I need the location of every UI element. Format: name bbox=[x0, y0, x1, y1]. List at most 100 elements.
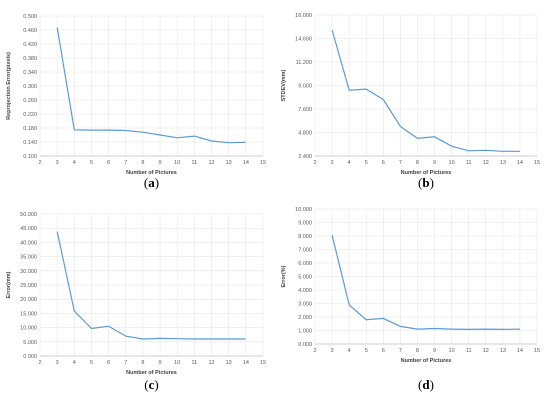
x-tick-label: 2 bbox=[38, 160, 41, 166]
x-tick-label: 3 bbox=[56, 160, 59, 166]
series-line bbox=[331, 29, 520, 152]
x-tick-label: 7 bbox=[399, 348, 402, 354]
chart-panel-d: 2 3 4 5 6 7 8 9 10 11 12 13 14 15 0.000 1.000 2.000 3.000… bbox=[281, 207, 540, 392]
y-tick-label: 0.300 bbox=[23, 84, 37, 90]
y-tick-label: 10.000 bbox=[20, 326, 37, 332]
panel-caption: (d) bbox=[418, 377, 434, 392]
y-tick-label: 4.000 bbox=[298, 288, 312, 294]
y-axis-label: Error(%) bbox=[281, 265, 287, 287]
x-axis-label: Number of Pictures bbox=[401, 170, 452, 176]
panel-caption: (b) bbox=[418, 175, 434, 190]
x-axis-label: Number of Pictures bbox=[126, 170, 177, 176]
y-tick-label: 16.000 bbox=[295, 13, 312, 19]
x-tick-label: 12 bbox=[483, 160, 489, 166]
y-tick-label: 0.260 bbox=[23, 98, 37, 104]
y-tick-label: 0.220 bbox=[23, 112, 37, 118]
y-tick-label: 0.000 bbox=[23, 354, 37, 360]
y-tick-label: 2.400 bbox=[298, 154, 312, 160]
y-tick-label: 4.800 bbox=[298, 131, 312, 137]
x-tick-label: 5 bbox=[90, 160, 93, 166]
x-tick-label: 2 bbox=[313, 160, 316, 166]
x-tick-label: 7 bbox=[124, 160, 127, 166]
x-tick-label: 9 bbox=[159, 360, 162, 366]
series-line bbox=[56, 231, 246, 340]
panel-caption-letter: c bbox=[149, 377, 155, 392]
x-tick-label: 11 bbox=[466, 160, 472, 166]
y-tick-label: 5.000 bbox=[23, 340, 37, 346]
x-tick-label: 12 bbox=[483, 348, 489, 354]
panel-caption-letter: b bbox=[422, 175, 429, 190]
y-tick-label: 0.000 bbox=[298, 342, 312, 348]
x-tick-label: 11 bbox=[192, 160, 198, 166]
y-tick-label: 0.500 bbox=[23, 14, 37, 20]
x-tick-label: 4 bbox=[348, 348, 351, 354]
x-tick-label: 3 bbox=[56, 360, 59, 366]
panel-caption-letter: d bbox=[422, 377, 430, 392]
x-tick-label: 13 bbox=[500, 160, 506, 166]
x-tick-label: 12 bbox=[208, 160, 214, 166]
x-tick-label: 14 bbox=[517, 348, 523, 354]
y-tick-label: 9.000 bbox=[298, 84, 312, 90]
series-line bbox=[56, 27, 246, 144]
x-tick-label: 15 bbox=[534, 160, 540, 166]
y-tick-label: 9.000 bbox=[298, 221, 312, 227]
y-axis-label: Error(mm) bbox=[6, 271, 12, 298]
x-tick-label: 15 bbox=[534, 348, 540, 354]
x-tick-label: 13 bbox=[226, 360, 232, 366]
x-tick-label: 10 bbox=[449, 160, 455, 166]
x-tick-label: 13 bbox=[500, 348, 506, 354]
y-tick-label: 10.000 bbox=[295, 207, 312, 213]
panel-caption: (c) bbox=[144, 377, 158, 392]
y-tick-label: 7.000 bbox=[298, 248, 312, 254]
x-tick-label: 4 bbox=[73, 360, 76, 366]
x-tick-label: 7 bbox=[124, 360, 127, 366]
x-tick-label: 9 bbox=[433, 348, 436, 354]
y-tick-label: 35.000 bbox=[20, 255, 37, 261]
y-tick-label: 20.000 bbox=[20, 297, 37, 303]
y-tick-label: 0.140 bbox=[23, 140, 37, 146]
x-axis-label: Number of Pictures bbox=[126, 370, 177, 376]
y-tick-label: 5.000 bbox=[298, 275, 312, 281]
chart-panel-a: 2 3 4 5 6 7 8 9 10 11 12 13 14 15 0.100 0.140 0.180 0.220… bbox=[6, 14, 266, 190]
x-tick-label: 4 bbox=[73, 160, 76, 166]
y-tick-label: 50.000 bbox=[20, 212, 37, 218]
y-tick-label: 7.600 bbox=[298, 107, 312, 113]
x-tick-label: 14 bbox=[243, 360, 249, 366]
x-tick-label: 6 bbox=[107, 160, 110, 166]
x-tick-label: 3 bbox=[331, 160, 334, 166]
y-tick-label: 30.000 bbox=[20, 269, 37, 275]
panel-caption-letter: a bbox=[148, 175, 155, 190]
x-tick-label: 10 bbox=[174, 160, 180, 166]
x-tick-label: 11 bbox=[192, 360, 198, 366]
y-tick-label: 11.200 bbox=[296, 60, 312, 66]
y-tick-label: 0.380 bbox=[23, 56, 37, 62]
y-tick-label: 15.000 bbox=[20, 311, 37, 317]
x-axis-label: Number of Pictures bbox=[401, 358, 452, 364]
y-tick-label: 3.000 bbox=[298, 302, 312, 308]
x-tick-label: 5 bbox=[90, 360, 93, 366]
x-tick-label: 10 bbox=[174, 360, 180, 366]
x-tick-label: 13 bbox=[226, 160, 232, 166]
x-tick-label: 2 bbox=[38, 360, 41, 366]
x-tick-label: 5 bbox=[365, 160, 368, 166]
y-tick-label: 6.000 bbox=[298, 261, 312, 267]
chart-panel-b: 2 3 4 5 6 7 8 9 10 11 12 13 14 15 2.400 4.800 7.600 9.000… bbox=[281, 13, 540, 190]
y-tick-label: 8.000 bbox=[298, 234, 312, 240]
panel-caption: (a) bbox=[144, 175, 159, 190]
x-tick-label: 11 bbox=[466, 348, 472, 354]
y-tick-label: 0.180 bbox=[23, 126, 37, 132]
x-tick-label: 12 bbox=[208, 360, 214, 366]
y-tick-label: 25.000 bbox=[20, 283, 37, 289]
y-tick-label: 14.600 bbox=[295, 37, 312, 43]
x-tick-label: 14 bbox=[243, 160, 249, 166]
y-tick-label: 0.100 bbox=[23, 154, 37, 160]
y-tick-label: 45.000 bbox=[20, 226, 37, 232]
x-tick-label: 9 bbox=[159, 160, 162, 166]
x-tick-label: 8 bbox=[141, 160, 144, 166]
y-tick-label: 0.420 bbox=[23, 42, 37, 48]
series-line bbox=[331, 235, 520, 331]
x-tick-label: 2 bbox=[313, 348, 316, 354]
x-tick-label: 9 bbox=[433, 160, 436, 166]
y-tick-label: 40.000 bbox=[20, 240, 37, 246]
